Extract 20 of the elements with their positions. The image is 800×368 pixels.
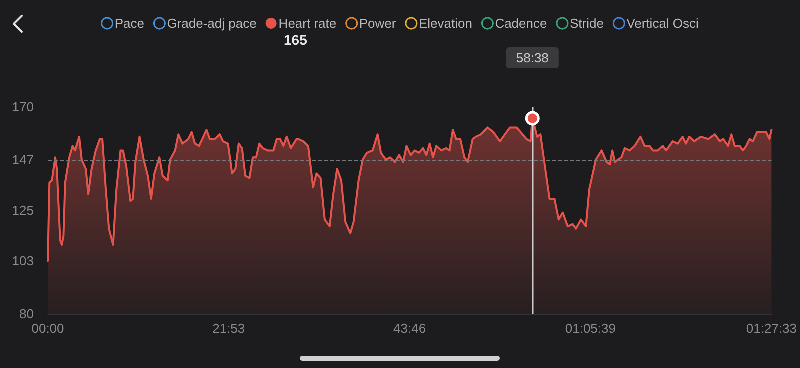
y-tick-label: 125 bbox=[12, 203, 34, 218]
y-tick-label: 147 bbox=[12, 152, 34, 168]
x-tick-label: 43:46 bbox=[394, 321, 426, 336]
x-tick-label: 21:53 bbox=[212, 321, 246, 336]
legend-label: Power bbox=[359, 16, 397, 31]
legend-label: Pace bbox=[114, 16, 144, 31]
legend-label: Cadence bbox=[495, 16, 548, 31]
text: 165 bbox=[284, 32, 308, 48]
legend-label: Grade-adj pace bbox=[167, 16, 257, 31]
x-tick-label: 01:27:33 bbox=[746, 321, 798, 336]
y-tick-label: 80 bbox=[20, 306, 34, 322]
legend-label: Elevation bbox=[418, 16, 472, 31]
y-tick-label: 103 bbox=[12, 254, 34, 269]
y-tick-label: 170 bbox=[12, 100, 34, 114]
x-tick-label: 00:00 bbox=[32, 321, 64, 336]
legend-label: Vertical Osci bbox=[626, 16, 700, 31]
legend-label: Heart rate bbox=[278, 16, 337, 31]
x-tick-label: 01:05:39 bbox=[565, 321, 616, 336]
legend-label: Stride bbox=[570, 16, 604, 31]
text: 58:38 bbox=[516, 50, 549, 66]
